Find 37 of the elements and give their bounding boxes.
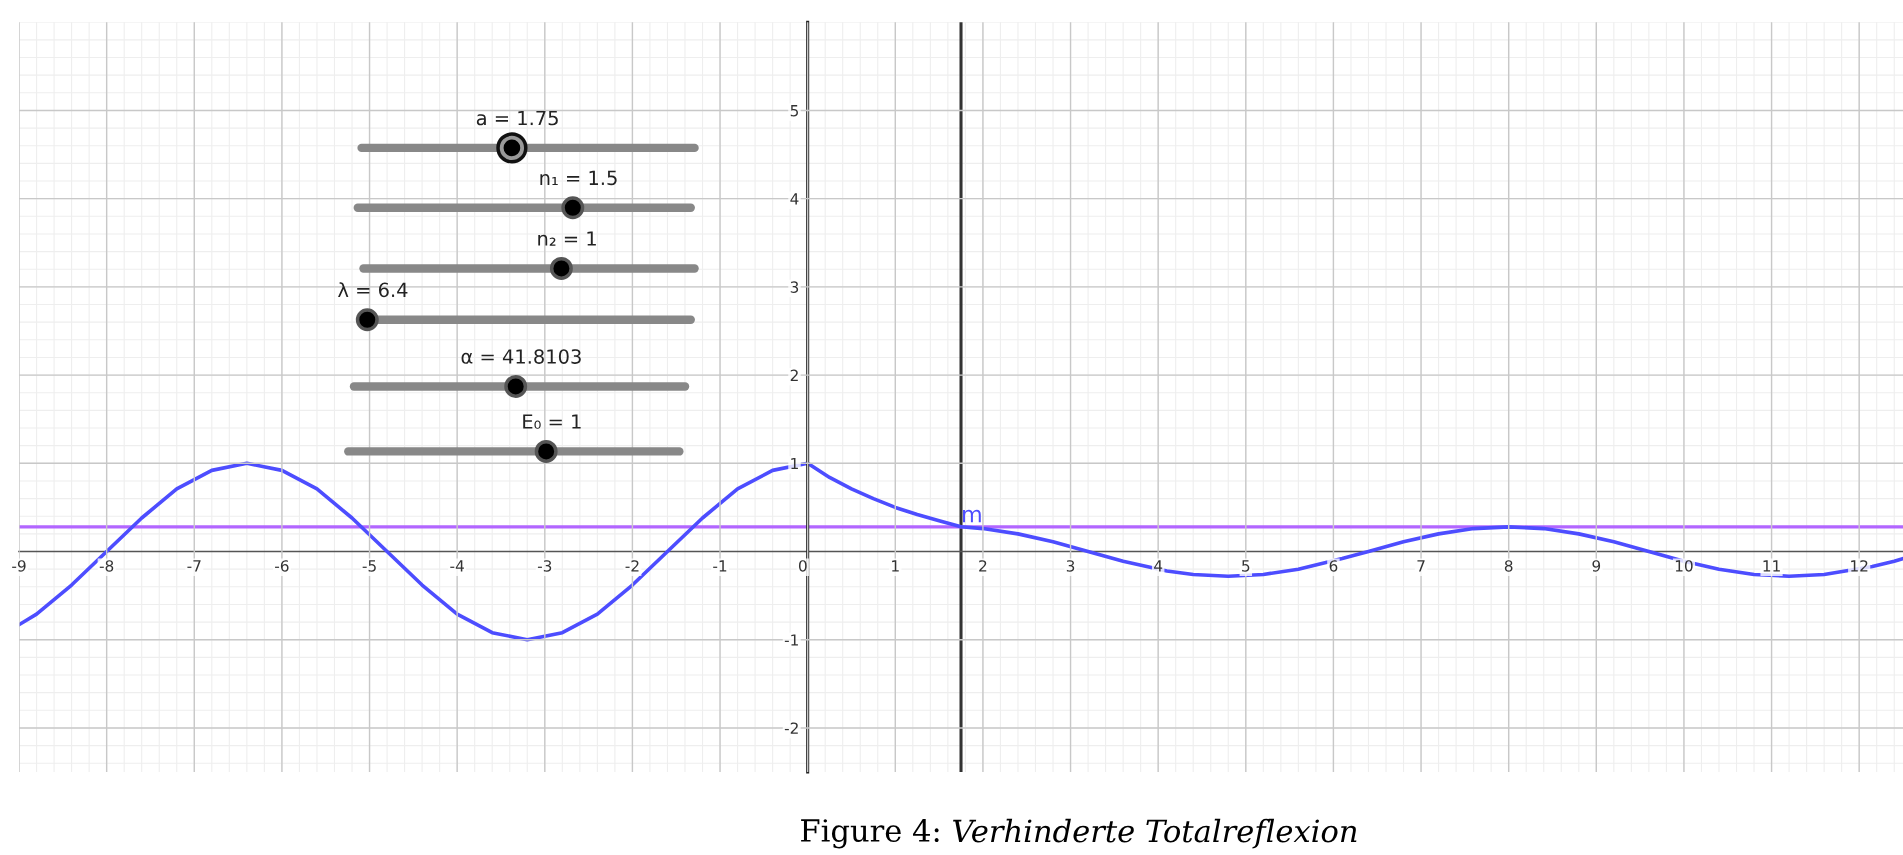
y-tick-label: -2 [784,722,798,734]
annotation: α = 41.8103 [461,349,581,364]
ref-line-label: m [963,509,981,523]
x-tick-label: -2 [625,560,639,572]
x-tick-label: 8 [1504,560,1513,572]
x-tick-label: 6 [1329,560,1338,572]
x-tick-label: 4 [1154,560,1163,572]
annotation: λ = 6.4 [338,282,408,298]
y-tick-label: 4 [790,193,799,205]
y-tick-label: 1 [791,457,798,470]
x-tick-label: -8 [99,560,114,572]
y-tick-label: 5 [790,105,798,117]
annotation: E₀ = 1 [523,414,581,429]
x-tick-label: 1 [892,560,899,572]
x-tick-label: -4 [450,560,464,572]
x-tick-label: -6 [275,560,289,572]
annotation: n₂ = 1 [538,231,596,246]
x-tick-label: 2 [979,560,987,572]
y-tick-label: 3 [790,281,799,293]
x-tick-label: 10 [1675,560,1693,572]
y-tick-label: 2 [790,369,798,381]
annotation: n₁ = 1.5 [540,170,617,186]
annotation: a = 1.75 [476,110,558,126]
x-tick-label: -3 [537,560,552,572]
x-tick-label: -9 [12,560,26,572]
x-tick-label: -7 [187,560,201,572]
x-tick-label: 7 [1417,560,1425,572]
x-tick-label: 0 [798,560,807,572]
x-tick-label: 11 [1763,560,1780,572]
x-tick-label: 9 [1592,560,1601,572]
x-tick-label: 5 [1242,560,1250,572]
text: Figure 4: Verhinderte Totalreflexion [801,818,1357,849]
x-tick-label: -5 [362,560,376,572]
x-tick-label: 12 [1851,560,1868,572]
x-tick-label: 3 [1066,560,1075,572]
x-tick-label: -1 [713,560,727,572]
y-tick-label: -1 [784,634,798,646]
